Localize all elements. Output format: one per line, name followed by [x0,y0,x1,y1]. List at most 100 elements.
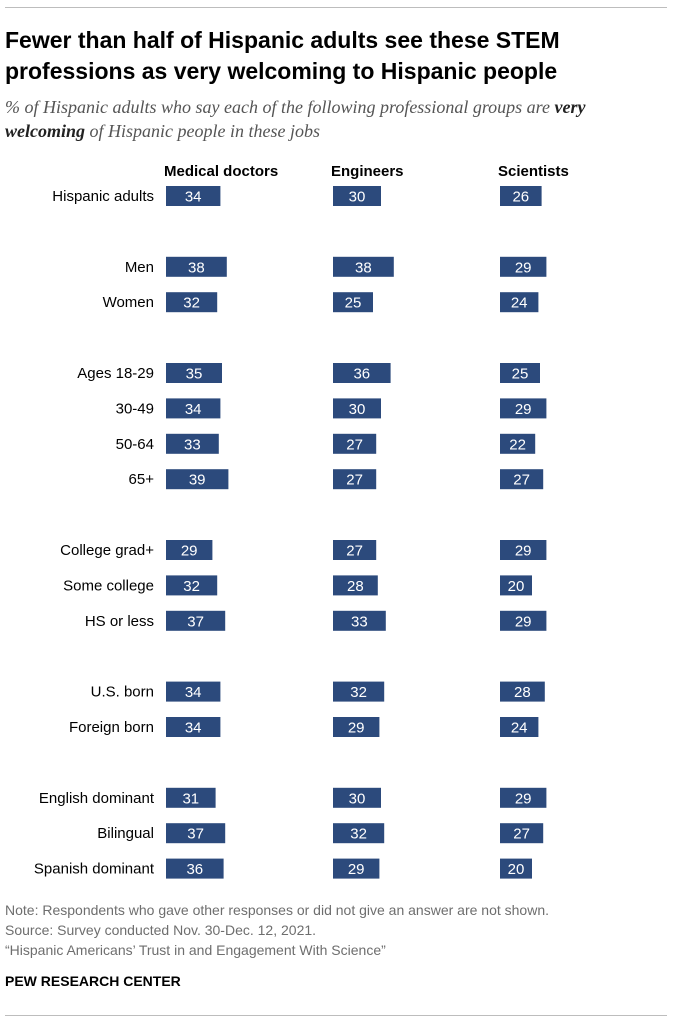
data-label-engineers-foreign-born: 29 [348,720,365,737]
bar-medical-doctors-foreign-born [166,717,221,737]
data-label-engineers-65: 27 [346,472,363,489]
bar-scientists-men [500,256,547,277]
bar-scientists-ages-18-29 [500,363,540,383]
data-label-medical-doctors-hispanic-adults: 34 [185,189,202,206]
bar-engineers-bilingual [333,823,385,844]
data-label-medical-doctors-foreign-born: 34 [185,720,202,737]
bar-scientists-english-dominant [500,787,547,808]
bar-medical-doctors-u-s-born [166,681,221,702]
report-title: “Hispanic Americans’ Trust in and Engage… [5,942,386,958]
bar-scientists-women [500,292,539,313]
bar-medical-doctors-men [166,256,227,277]
data-label-engineers-spanish-dominant: 29 [348,861,365,878]
row-label-65: 65+ [129,471,155,488]
bar-engineers-hs-or-less [333,610,386,631]
row-label-men: Men [125,259,154,276]
bar-medical-doctors-bilingual [166,823,226,844]
bar-scientists-65 [500,469,544,490]
bar-engineers-u-s-born [333,681,385,702]
row-label-hs-or-less: HS or less [85,613,154,630]
bar-engineers-english-dominant [333,787,381,808]
data-label-engineers-some-college: 28 [347,578,364,595]
bar-scientists-50-64 [500,433,536,454]
data-label-engineers-50-64: 27 [346,436,363,453]
bar-engineers-hispanic-adults [333,186,381,206]
row-label-some-college: Some college [63,577,154,594]
note-text: Note: Respondents who gave other respons… [5,902,549,918]
data-label-engineers-u-s-born: 32 [350,684,367,701]
bar-medical-doctors-some-college [166,575,218,596]
data-label-engineers-english-dominant: 30 [349,790,366,807]
data-label-engineers-women: 25 [345,295,362,312]
row-label-30-49: 30-49 [116,400,154,417]
row-label-u-s-born: U.S. born [91,684,154,701]
row-label-hispanic-adults: Hispanic adults [52,188,154,205]
data-label-scientists-30-49: 29 [515,401,532,418]
data-label-scientists-foreign-born: 24 [511,720,528,737]
bar-medical-doctors-english-dominant [166,787,216,808]
bar-engineers-college-grad [333,540,377,560]
data-label-scientists-women: 24 [511,295,528,312]
bar-engineers-65 [333,469,377,490]
bar-scientists-some-college [500,575,532,596]
column-header-medical-doctors: Medical doctors [164,163,278,180]
bar-medical-doctors-spanish-dominant [166,858,224,879]
bar-medical-doctors-college-grad [166,540,213,560]
bar-engineers-men [333,256,394,277]
row-label-foreign-born: Foreign born [69,719,154,736]
subtitle-emphasis: very welcoming [5,97,586,141]
org-name: PEW RESEARCH CENTER [5,973,181,989]
data-label-medical-doctors-30-49: 34 [185,401,202,418]
column-header-engineers: Engineers [331,163,404,180]
data-label-medical-doctors-hs-or-less: 37 [187,613,204,630]
data-label-engineers-college-grad: 27 [346,543,363,560]
data-label-scientists-65: 27 [513,472,530,489]
bar-medical-doctors-65 [166,469,229,490]
data-label-medical-doctors-women: 32 [183,295,200,312]
data-label-scientists-college-grad: 29 [515,543,532,560]
bar-engineers-some-college [333,575,378,596]
bar-medical-doctors-women [166,292,218,313]
bar-scientists-hs-or-less [500,610,547,631]
row-label-50-64: 50-64 [116,436,154,453]
bar-scientists-bilingual [500,823,544,844]
row-label-bilingual: Bilingual [97,825,154,842]
bottom-rule [5,1015,667,1016]
row-label-women: Women [103,294,154,311]
data-label-medical-doctors-some-college: 32 [183,578,200,595]
bar-scientists-college-grad [500,540,547,560]
bar-scientists-foreign-born [500,717,539,737]
bar-chart: Medical doctors Engineers Scientists Hispan… [34,163,569,879]
bar-engineers-ages-18-29 [333,363,391,383]
bar-scientists-u-s-born [500,681,545,702]
row-label-spanish-dominant: Spanish dominant [34,861,155,878]
row-label-college-grad: College grad+ [60,542,154,559]
footnotes: Note: Respondents who gave other respons… [5,900,665,960]
data-label-medical-doctors-college-grad: 29 [181,543,198,560]
bar-scientists-spanish-dominant [500,858,532,879]
data-label-engineers-30-49: 30 [349,401,366,418]
bar-medical-doctors-hispanic-adults [166,186,221,206]
bar-medical-doctors-50-64 [166,433,219,454]
data-label-medical-doctors-50-64: 33 [184,436,201,453]
data-label-scientists-bilingual: 27 [513,826,530,843]
data-label-medical-doctors-men: 38 [188,259,205,276]
bar-engineers-foreign-born [333,717,380,737]
data-label-medical-doctors-spanish-dominant: 36 [186,861,203,878]
top-rule [5,7,667,8]
data-label-scientists-hispanic-adults: 26 [512,189,529,206]
data-label-scientists-spanish-dominant: 20 [508,861,525,878]
data-label-scientists-ages-18-29: 25 [512,366,529,383]
data-label-medical-doctors-english-dominant: 31 [182,790,199,807]
data-label-scientists-some-college: 20 [508,578,525,595]
bar-medical-doctors-30-49 [166,398,221,419]
subtitle-part1: % of Hispanic adults who say each of the… [5,97,550,117]
data-label-engineers-hs-or-less: 33 [351,613,368,630]
bar-engineers-women [333,292,373,313]
data-label-engineers-bilingual: 32 [350,826,367,843]
bar-scientists-30-49 [500,398,547,419]
row-label-english-dominant: English dominant [39,790,155,807]
data-label-scientists-english-dominant: 29 [515,790,532,807]
data-label-scientists-men: 29 [515,259,532,276]
data-label-medical-doctors-ages-18-29: 35 [186,366,203,383]
